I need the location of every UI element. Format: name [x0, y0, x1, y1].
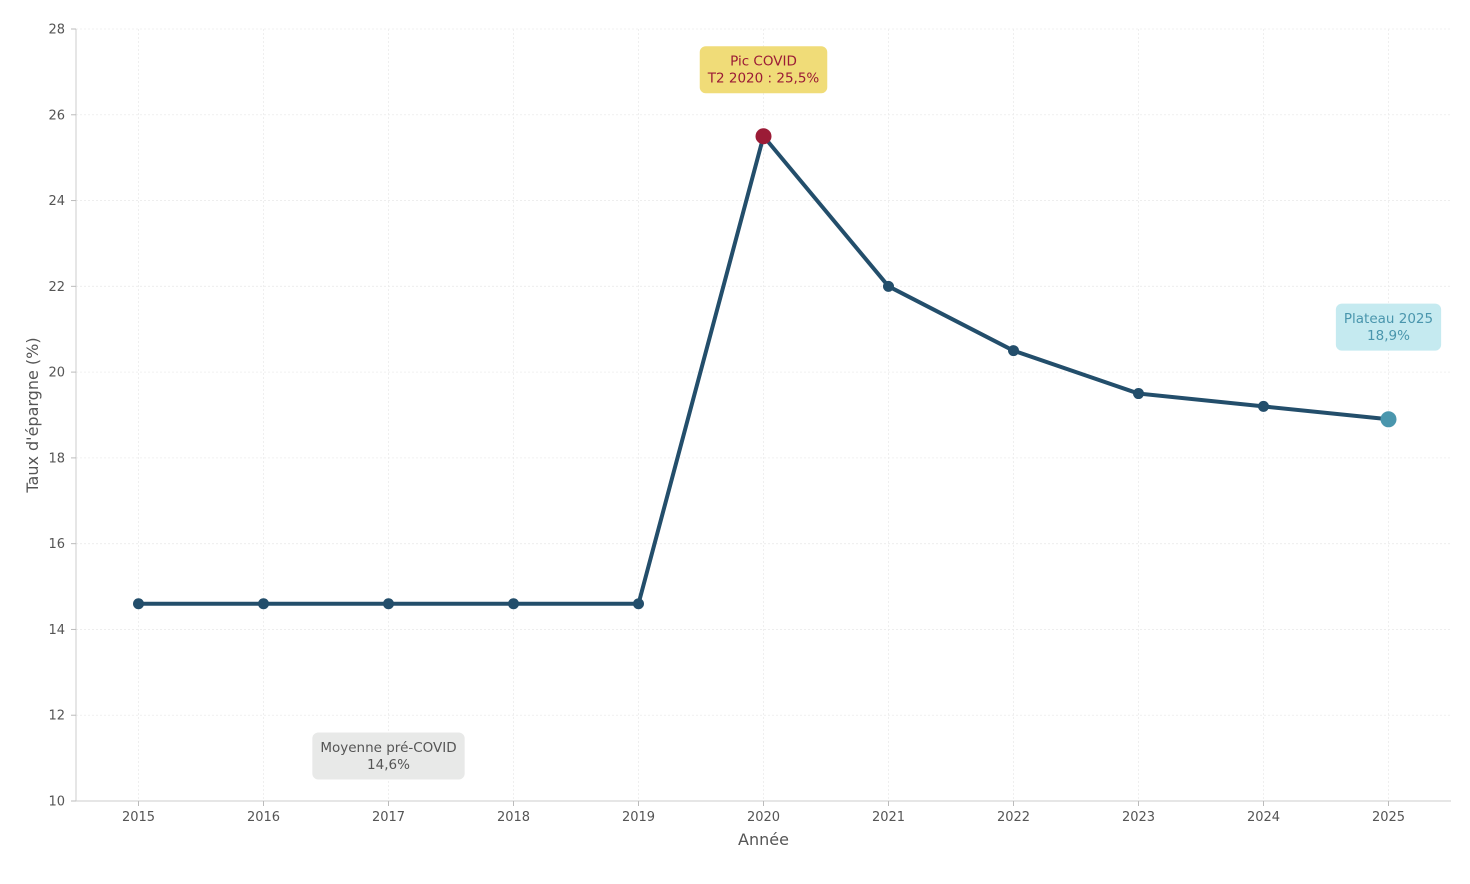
y-tick-label: 14 — [48, 623, 65, 638]
data-point — [883, 280, 894, 292]
y-tick-label: 12 — [48, 709, 65, 724]
grid — [76, 28, 1451, 802]
annotation-text: 18,9% — [1367, 328, 1410, 344]
x-tick-label: 2020 — [747, 810, 780, 825]
data-point — [258, 598, 269, 610]
x-tick-label: 2025 — [1372, 810, 1405, 825]
data-point — [1258, 400, 1269, 412]
x-tick-label: 2024 — [1247, 810, 1280, 825]
annotation-text: Plateau 2025 — [1344, 311, 1433, 327]
annotation-text: 14,6% — [367, 757, 410, 773]
x-tick-label: 2019 — [622, 810, 655, 825]
data-point — [1008, 345, 1019, 357]
annotation-box — [1335, 303, 1442, 351]
x-tick-label: 2018 — [497, 810, 530, 825]
x-tick-label: 2022 — [997, 810, 1030, 825]
highlight-point — [1380, 411, 1397, 428]
x-tick-label: 2021 — [872, 810, 905, 825]
annotation-box — [312, 732, 465, 780]
annotation-text: Moyenne pré-COVID — [320, 740, 456, 756]
y-tick-label: 22 — [48, 280, 65, 295]
series-layer — [133, 128, 1397, 610]
y-tick-label: 18 — [48, 451, 65, 466]
x-axis-title: Année — [738, 830, 789, 849]
data-point — [1133, 388, 1144, 400]
y-tick-label: 26 — [48, 108, 65, 123]
x-axis-ticks: 2015 2016 2017 2018 2019 2020 2021 2022 2023 2024… — [122, 801, 1405, 825]
y-tick-label: 20 — [48, 366, 65, 381]
annotation-text: T2 2020 : 25,5% — [707, 71, 820, 87]
y-axis-title: Taux d'épargne (%) — [23, 337, 42, 493]
annotation-text: Pic COVID — [730, 54, 797, 70]
data-point — [383, 598, 394, 610]
y-axis-ticks: 10 12 14 16 18 20 22 24 26 28 — [48, 23, 76, 810]
data-point — [508, 598, 519, 610]
y-tick-label: 10 — [48, 795, 65, 810]
y-tick-label: 24 — [48, 194, 65, 209]
y-tick-label: 16 — [48, 537, 65, 552]
x-tick-label: 2016 — [247, 810, 280, 825]
y-tick-label: 28 — [48, 23, 65, 38]
highlight-point — [755, 128, 772, 145]
data-point — [133, 598, 144, 610]
data-point — [633, 598, 644, 610]
x-tick-label: 2017 — [372, 810, 405, 825]
x-tick-label: 2015 — [122, 810, 155, 825]
annotation-box — [699, 46, 828, 94]
x-tick-label: 2023 — [1122, 810, 1155, 825]
